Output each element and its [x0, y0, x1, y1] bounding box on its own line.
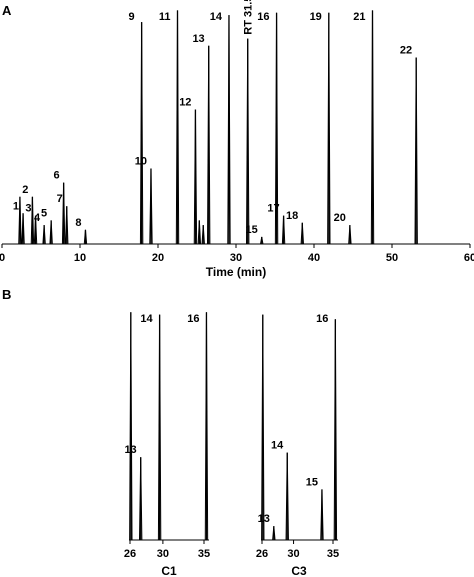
peak-label-3: 3 — [25, 203, 31, 215]
x-tick-label-35: 35 — [198, 548, 210, 560]
trace-c3 — [261, 314, 338, 541]
x-tick-label-50: 50 — [386, 252, 398, 264]
peak-label-16: 16 — [187, 313, 199, 325]
x-tick-label-20: 20 — [152, 252, 164, 264]
x-tick-label-26: 26 — [256, 548, 268, 560]
peak-label-10: 10 — [135, 155, 147, 167]
peak-marks — [130, 312, 208, 540]
x-tick-label-0: 0 — [0, 252, 5, 264]
x-tick-label-10: 10 — [74, 252, 86, 264]
peak-label-2: 2 — [22, 184, 28, 196]
peak-label-14: 14 — [140, 313, 153, 325]
peak-label-20: 20 — [334, 212, 346, 224]
peak-marks — [19, 10, 417, 244]
axis-c1-ticks: 26 30 35 — [124, 540, 210, 560]
peak-label-15: 15 — [245, 224, 257, 236]
peak-label-16: 16 — [257, 11, 269, 23]
peak-label-16: 16 — [316, 313, 328, 325]
axis-a-xlabel: Time (min) — [206, 265, 266, 279]
peak-label-8: 8 — [75, 217, 81, 229]
peak-label-rt-31-5: RT 31.5 — [243, 0, 255, 35]
x-tick-label-35: 35 — [327, 548, 339, 560]
peak-label-13: 13 — [258, 513, 270, 525]
panel-a-label: A — [2, 3, 12, 18]
x-tick-label-60: 60 — [464, 252, 474, 264]
chromatogram-c3: 26 30 35 13 14 15 16 C3 — [256, 313, 339, 577]
peak-label-7: 7 — [57, 193, 63, 205]
peak-label-18: 18 — [286, 210, 298, 222]
peak-label-14: 14 — [271, 440, 284, 452]
peak-labels-c3: 13 14 15 16 — [258, 313, 337, 540]
peak-label-13: 13 — [124, 444, 136, 456]
x-tick-label-26: 26 — [124, 548, 136, 560]
axis-c3-ticks: 26 30 35 — [256, 540, 339, 560]
peak-label-9: 9 — [128, 11, 134, 23]
peak-label-15: 15 — [306, 476, 318, 488]
peak-label-13: 13 — [192, 33, 204, 45]
peak-label-1: 1 — [13, 200, 19, 212]
peak-label-17: 17 — [267, 203, 279, 215]
peak-label-4: 4 — [34, 212, 41, 224]
peak-label-22: 22 — [400, 45, 412, 57]
axis-c3-name: C3 — [291, 564, 307, 577]
x-tick-label-30: 30 — [157, 548, 169, 560]
peak-label-19: 19 — [310, 11, 322, 23]
axis-a-ticks: 0 10 20 30 40 50 60 — [0, 244, 474, 264]
peak-label-11: 11 — [159, 11, 171, 23]
peak-labels-c1: 13 14 16 — [124, 312, 208, 540]
peak-label-21: 21 — [353, 11, 365, 23]
x-tick-label-30: 30 — [230, 252, 242, 264]
x-tick-label-40: 40 — [308, 252, 320, 264]
x-tick-label-30: 30 — [287, 548, 299, 560]
chromatogram-c1: 26 30 35 13 14 16 C1 — [124, 312, 210, 577]
axis-c1-name: C1 — [161, 564, 177, 577]
panel-b-label: B — [2, 287, 11, 302]
peak-label-14: 14 — [210, 11, 223, 23]
peak-label-12: 12 — [179, 96, 191, 108]
peak-label-6: 6 — [53, 170, 59, 182]
peak-label-5: 5 — [41, 207, 47, 219]
peak-marks — [262, 314, 337, 540]
